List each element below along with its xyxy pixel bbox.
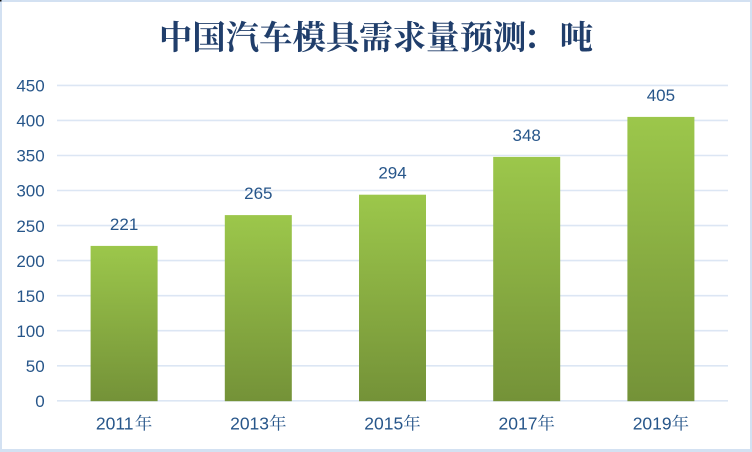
svg-text:100: 100 bbox=[16, 322, 44, 341]
svg-text:400: 400 bbox=[16, 112, 44, 131]
svg-text:350: 350 bbox=[16, 147, 44, 166]
svg-text:2015: 2015 bbox=[364, 414, 403, 434]
svg-text:2013: 2013 bbox=[230, 414, 269, 434]
svg-text:405: 405 bbox=[647, 86, 675, 105]
svg-text:294: 294 bbox=[378, 164, 406, 183]
svg-text:2019: 2019 bbox=[633, 414, 672, 434]
svg-text:50: 50 bbox=[26, 357, 45, 376]
svg-text:348: 348 bbox=[513, 126, 541, 145]
svg-text:150: 150 bbox=[16, 287, 44, 306]
svg-text:0: 0 bbox=[35, 392, 44, 411]
svg-text:2011: 2011 bbox=[96, 414, 134, 434]
svg-text:250: 250 bbox=[16, 217, 44, 236]
svg-text:200: 200 bbox=[16, 252, 44, 271]
svg-text:221: 221 bbox=[110, 215, 138, 234]
svg-text:450: 450 bbox=[16, 77, 44, 96]
svg-text:300: 300 bbox=[16, 182, 44, 201]
svg-text:265: 265 bbox=[244, 184, 272, 203]
svg-text:2017: 2017 bbox=[499, 414, 538, 434]
